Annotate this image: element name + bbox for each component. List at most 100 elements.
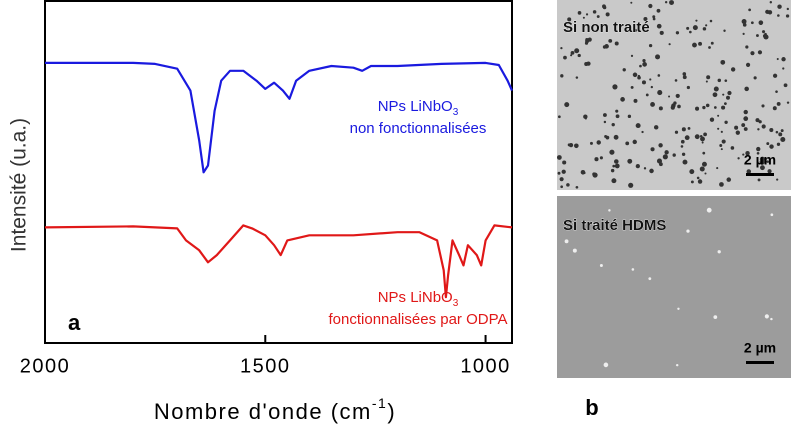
pore <box>669 0 674 6</box>
spectrum-line <box>45 61 514 174</box>
pore <box>603 120 607 124</box>
pore <box>777 14 780 17</box>
pore <box>706 75 711 80</box>
pore <box>570 54 573 57</box>
particle <box>599 263 603 267</box>
x-tick-label: 2000 <box>20 355 71 377</box>
pore <box>750 21 754 25</box>
pore <box>560 47 563 50</box>
image-label: Si non traité <box>563 19 650 36</box>
pore <box>649 168 654 174</box>
panel-label: a <box>68 310 81 335</box>
pore <box>648 44 653 48</box>
pore <box>757 128 760 131</box>
pore <box>730 67 736 72</box>
pore <box>577 53 581 58</box>
pore <box>755 118 760 123</box>
pore <box>726 95 730 100</box>
pore <box>675 31 680 35</box>
pore <box>681 152 686 156</box>
pore <box>772 106 777 111</box>
pore <box>777 4 782 9</box>
particle <box>717 250 721 254</box>
pore <box>743 109 748 115</box>
pore <box>713 86 719 92</box>
pore <box>785 14 790 18</box>
pore <box>612 84 618 90</box>
pore <box>708 46 711 49</box>
pore <box>741 123 746 128</box>
pore <box>761 104 765 108</box>
pore <box>566 183 570 187</box>
pore <box>744 86 749 92</box>
pore <box>655 54 661 60</box>
x-tick-label: 1000 <box>460 355 511 377</box>
pore <box>657 74 661 77</box>
pore <box>703 132 707 137</box>
pore <box>692 42 697 48</box>
pore <box>604 134 608 138</box>
pore <box>641 130 644 134</box>
series-label: NPs LiNbO3 <box>378 289 459 309</box>
pore <box>677 104 681 109</box>
particle <box>593 222 597 226</box>
particle <box>608 209 611 212</box>
x-label-text: Nombre d'onde (cm <box>154 399 372 424</box>
pore <box>680 139 685 144</box>
pore <box>627 158 633 164</box>
x-axis-label: Nombre d'onde (cm-1) <box>154 395 396 424</box>
pore <box>643 167 647 170</box>
pore <box>580 170 586 175</box>
pore <box>589 141 593 145</box>
pore <box>712 92 718 98</box>
pore <box>727 90 732 96</box>
micrograph: Si non traité 2 µm <box>556 0 791 190</box>
pore <box>613 134 619 140</box>
pore <box>701 141 704 144</box>
pore <box>756 151 760 155</box>
pore <box>584 62 589 67</box>
pore <box>575 185 579 189</box>
pore <box>680 145 684 148</box>
pore <box>745 62 751 67</box>
pore <box>592 172 598 178</box>
pore <box>724 79 728 82</box>
pore <box>575 76 579 79</box>
pore <box>592 10 597 14</box>
pore <box>608 38 613 43</box>
particle <box>706 207 712 213</box>
pore <box>611 122 615 127</box>
pore <box>746 169 751 174</box>
pore <box>622 68 626 72</box>
pore <box>620 97 625 102</box>
pore <box>742 153 745 156</box>
pore <box>637 74 641 78</box>
pore <box>717 114 720 117</box>
pore <box>612 164 616 168</box>
series-label-text: NPs LiNbO <box>378 289 453 306</box>
pore <box>664 150 669 155</box>
pore <box>605 12 610 17</box>
pore <box>780 129 784 133</box>
particle <box>631 268 635 271</box>
pore <box>657 90 663 96</box>
pore <box>722 93 725 96</box>
series-label-sub: 3 <box>453 107 459 118</box>
pore <box>559 177 564 182</box>
pore <box>695 19 698 22</box>
pore <box>766 160 770 163</box>
pore <box>642 62 647 67</box>
pore <box>585 13 589 16</box>
pore <box>767 169 772 174</box>
pore <box>632 72 638 78</box>
pore <box>775 90 778 93</box>
particle <box>581 220 587 225</box>
pore <box>695 106 700 111</box>
pore <box>567 143 571 147</box>
pore <box>724 102 727 106</box>
pore <box>696 176 700 180</box>
pore <box>602 113 607 117</box>
particle <box>564 239 569 244</box>
pore <box>705 80 708 83</box>
pore <box>699 134 703 138</box>
